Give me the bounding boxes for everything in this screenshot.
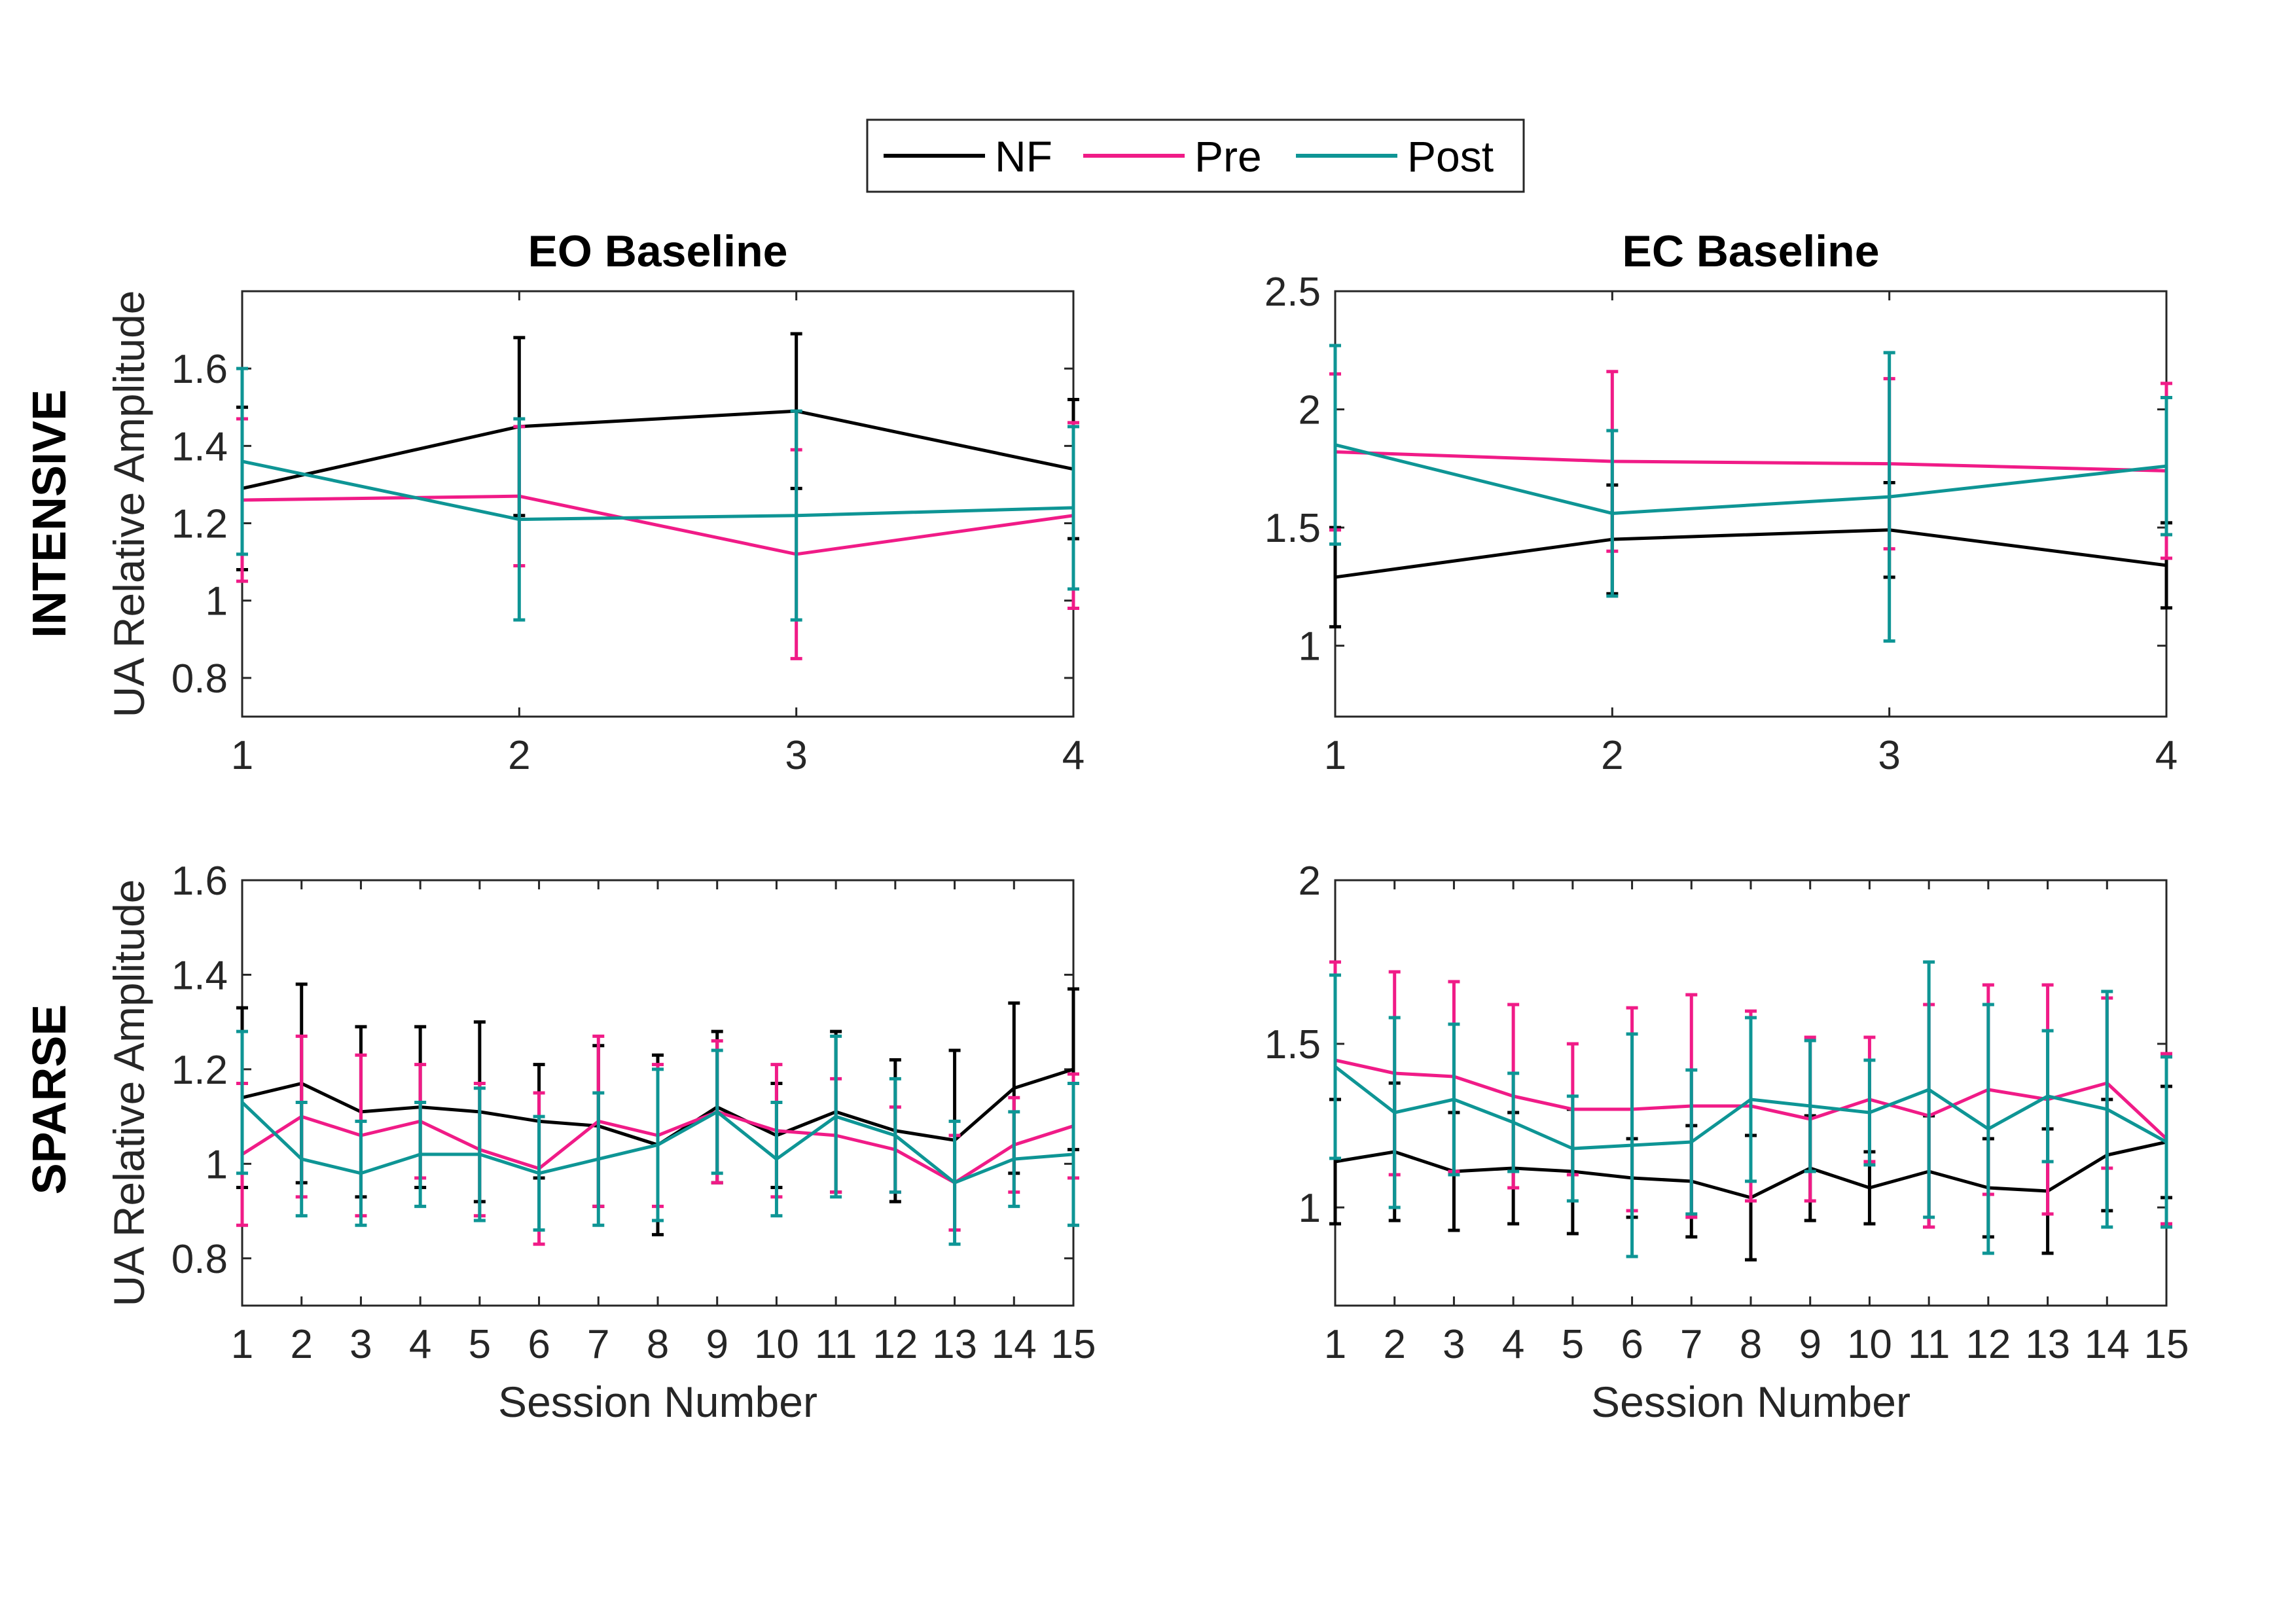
x-tick-label: 15 [1051, 1322, 1096, 1367]
y-tick-label: 1.6 [171, 859, 228, 904]
x-tick-label: 2 [1601, 733, 1623, 778]
y-tick-label: 2 [1299, 859, 1321, 904]
series-post [1329, 344, 2172, 643]
x-tick-label: 1 [1324, 1322, 1346, 1367]
panel-eo-sparse: 1 2 3 4 5 6 7 8 9 10 11 12 13 14 150.811.21.41.6Sessio… [105, 859, 1096, 1426]
x-tick-label: 3 [1878, 733, 1900, 778]
legend-label-pre: Pre [1194, 132, 1262, 181]
legend-label-post: Post [1407, 132, 1494, 181]
x-tick-label: 2 [508, 733, 530, 778]
y-tick-label: 1 [206, 1142, 228, 1187]
series-line-pre [1335, 450, 2167, 473]
x-tick-label: 14 [2085, 1322, 2130, 1367]
row-label-sparse: SPARSE [24, 1005, 76, 1195]
series-line-nf [1335, 528, 2167, 579]
x-tick-label: 1 [231, 733, 253, 778]
y-tick-label: 1.4 [171, 953, 228, 998]
x-tick-label: 12 [1965, 1322, 2011, 1367]
x-tick-label: 1 [1324, 733, 1346, 778]
x-tick-label: 4 [2155, 733, 2178, 778]
x-tick-label: 8 [1740, 1322, 1762, 1367]
x-tick-label: 6 [528, 1322, 550, 1367]
x-tick-label: 3 [1443, 1322, 1465, 1367]
y-tick-label: 1.5 [1265, 506, 1321, 551]
y-tick-label: 1 [1299, 624, 1321, 669]
x-tick-label: 11 [815, 1322, 857, 1367]
x-tick-label: 6 [1621, 1322, 1643, 1367]
legend: NF Pre Post [866, 118, 1525, 193]
x-tick-label: 8 [647, 1322, 669, 1367]
y-tick-label: 1.2 [171, 502, 228, 547]
panel-title: EC Baseline [1622, 226, 1879, 276]
series-post [236, 366, 1079, 622]
x-tick-label: 2 [290, 1322, 312, 1367]
legend-label-nf: NF [995, 132, 1052, 181]
x-tick-label: 12 [872, 1322, 918, 1367]
y-tick-label: 2.5 [1265, 270, 1321, 315]
x-tick-label: 14 [992, 1322, 1037, 1367]
y-tick-label: 0.8 [171, 656, 228, 702]
x-tick-label: 4 [1062, 733, 1085, 778]
series-line-pre [242, 494, 1074, 556]
y-tick-label: 1 [206, 579, 228, 624]
plot-area [241, 290, 1075, 718]
y-tick-label: 1.6 [171, 347, 228, 392]
x-tick-label: 4 [1502, 1322, 1524, 1367]
x-tick-label: 7 [587, 1322, 609, 1367]
x-tick-label: 10 [754, 1322, 799, 1367]
row-label-intensive: INTENSIVE [24, 389, 76, 638]
x-tick-label: 13 [2025, 1322, 2070, 1367]
x-tick-label: 3 [785, 733, 807, 778]
series-post [1329, 960, 2172, 1258]
x-tick-label: 2 [1383, 1322, 1405, 1367]
panel-ec-intensive: 1 2 3 4 1 1.5 2 2.5 EC Baseline [1265, 226, 2178, 778]
y-tick-label: 2 [1299, 388, 1321, 433]
x-tick-label: 11 [1908, 1322, 1950, 1367]
panel-title: EO Baseline [528, 226, 788, 276]
x-tick-label: 13 [932, 1322, 977, 1367]
series-line-nf [242, 409, 1074, 490]
x-tick-label: 3 [350, 1322, 372, 1367]
y-tick-label: 1.5 [1265, 1022, 1321, 1067]
series-post [236, 1029, 1079, 1246]
x-tick-label: 5 [469, 1322, 491, 1367]
y-tick-label: 0.8 [171, 1237, 228, 1282]
y-axis-label: UA Relative Amplitude [105, 879, 153, 1306]
x-axis-label: Session Number [1591, 1378, 1910, 1426]
x-tick-label: 4 [409, 1322, 431, 1367]
x-tick-label: 7 [1680, 1322, 1702, 1367]
y-tick-label: 1.4 [171, 424, 228, 469]
x-tick-label: 9 [706, 1322, 728, 1367]
y-tick-label: 1 [1299, 1186, 1321, 1231]
series-line-post [1335, 443, 2167, 515]
y-tick-label: 1.2 [171, 1048, 228, 1093]
x-tick-label: 1 [231, 1322, 253, 1367]
x-axis-label: Session Number [498, 1378, 817, 1426]
series-line-post [242, 459, 1074, 522]
y-axis-label: UA Relative Amplitude [105, 290, 153, 717]
x-tick-label: 9 [1799, 1322, 1821, 1367]
x-tick-label: 5 [1562, 1322, 1584, 1367]
x-tick-label: 15 [2144, 1322, 2189, 1367]
x-tick-label: 10 [1847, 1322, 1892, 1367]
